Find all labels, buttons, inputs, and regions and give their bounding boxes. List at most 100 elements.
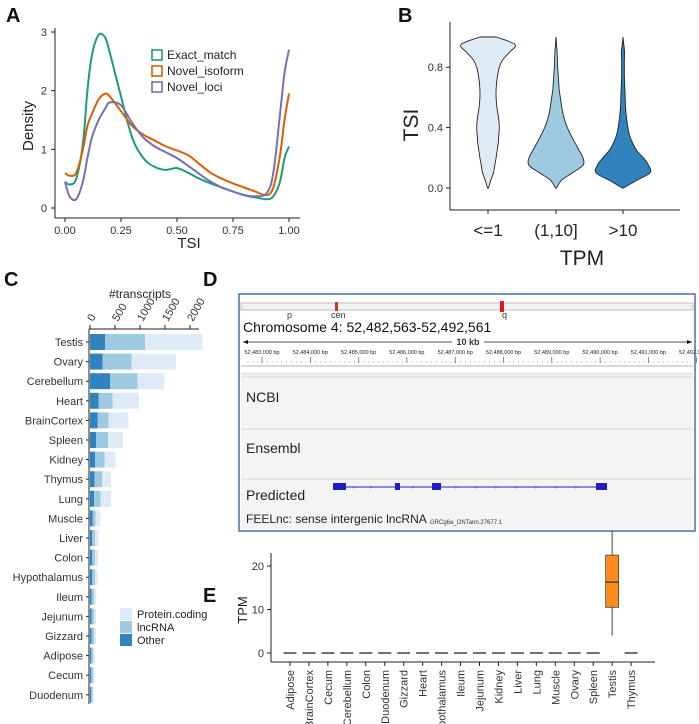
violin-y-tick-label: 0.4 — [428, 123, 443, 135]
bar-category-label: Kidney — [49, 455, 83, 467]
gene-exon-1 — [333, 483, 346, 490]
current-region-marker — [500, 301, 504, 312]
boxplot-box — [605, 554, 620, 608]
violin-2 — [527, 36, 585, 189]
gene-exon-4 — [596, 483, 607, 490]
bar-segment-protein-coding — [92, 686, 94, 703]
legend-label-exact-match: Exact_match — [167, 48, 236, 62]
bar-category-label: Jejunum — [41, 611, 83, 623]
bar-legend-swatch-other — [120, 634, 132, 646]
bar-segment-protein-coding — [95, 569, 98, 586]
boxplot-category-label: Ileum — [456, 670, 468, 697]
bar-segment-lncrna — [105, 334, 145, 350]
bar-segment-other — [90, 667, 92, 684]
bar-segment-other — [90, 588, 92, 605]
ruler-tick-label: 52,492,000 bp — [679, 350, 699, 356]
ruler-tick-label: 52,486,000 bp — [389, 350, 424, 356]
bar-segment-protein-coding — [95, 549, 98, 566]
bar-category-label: Thymus — [44, 474, 84, 486]
bar-category-label: Lung — [59, 494, 83, 506]
bar-segment-other — [90, 686, 91, 703]
bar-x-tick-label: 500 — [110, 302, 130, 324]
bar-category-label: Duodenum — [29, 690, 83, 702]
violin-category-label: >10 — [609, 221, 638, 240]
strand-arrow-9: › — [555, 485, 557, 491]
chromosome-ideogram[interactable] — [240, 302, 694, 311]
legend-swatch-exact-match — [151, 49, 163, 61]
track-label-ncbi: NCBI — [246, 389, 279, 405]
boxplot-category-label: Muscle — [550, 670, 562, 705]
scale-label-bg — [452, 337, 484, 346]
bar-segment-lncrna — [91, 628, 94, 644]
legend-swatch-novel-isoform — [151, 65, 163, 77]
scale-bar-left-arrow — [243, 340, 248, 344]
density-line-exact-match — [64, 32, 290, 201]
bar-segment-lncrna — [91, 686, 93, 703]
bar-category-label: Gizzard — [45, 631, 83, 643]
ruler-tick-label: 52,487,000 bp — [438, 350, 473, 356]
boxplot-category-label: Thymus — [626, 670, 638, 710]
ruler-tick-label: 52,485,000 bp — [341, 350, 376, 356]
bar-segment-protein-coding — [108, 412, 129, 429]
bar-segment-lncrna — [91, 588, 94, 605]
bar-segment-lncrna — [110, 373, 138, 390]
ruler-tick-label: 52,484,000 bp — [293, 350, 328, 356]
bar-category-label: Ileum — [56, 592, 83, 604]
panel-label-b: B — [398, 5, 412, 27]
bar-segment-protein-coding — [94, 588, 97, 605]
bar-segment-protein-coding — [94, 608, 96, 625]
violin-y-tick-label: 0.0 — [428, 183, 443, 195]
boxplot-y-tick-label: 10 — [252, 605, 264, 617]
boxplot-category-label: BrainCortex — [304, 670, 316, 724]
bar-segment-lncrna — [91, 667, 94, 684]
panel-label-d: D — [203, 269, 217, 291]
legend-label-novel-loci: Novel_loci — [167, 80, 222, 94]
density-x-tick-label: 0.75 — [222, 225, 243, 237]
ruler-tick-label: 52,490,000 bp — [583, 350, 618, 356]
bar-segment-lncrna — [91, 608, 94, 625]
bar-segment-lncrna — [92, 549, 95, 566]
ruler-tick-label: 52,488,000 bp — [486, 350, 521, 356]
density-x-label: TSI — [177, 235, 200, 252]
bar-segment-lncrna — [94, 471, 102, 488]
bar-legend-label-protein-coding: Protein.coding — [137, 609, 207, 621]
strand-arrow-10: › — [575, 485, 577, 491]
scale-label: 10 kb — [456, 337, 480, 347]
bar-segment-protein-coding — [108, 432, 123, 448]
bar-x-tick-label: 2000 — [185, 296, 208, 323]
bar-segment-other — [90, 647, 92, 664]
density-y-tick-label: 1 — [41, 144, 47, 156]
density-x-tick-label: 0.00 — [54, 225, 75, 237]
boxplot-category-label: Gizzard — [399, 670, 411, 708]
bar-segment-protein-coding — [93, 667, 95, 684]
bar-segment-other — [90, 608, 92, 625]
bar-segment-other — [90, 392, 99, 409]
boxplot-category-label: Jejunum — [475, 670, 487, 712]
bar-segment-protein-coding — [94, 628, 96, 644]
bar-legend-label-lncrna: lncRNA — [137, 622, 175, 634]
bar-category-label: Cecum — [48, 670, 83, 682]
violin-y-label: TSI — [400, 109, 423, 142]
violin-y-tick-label: 0.8 — [428, 62, 443, 74]
panel-label-c: C — [4, 269, 18, 291]
centromere-marker — [335, 302, 338, 311]
feature-caption: FEELnc: sense intergenic lncRNA — [246, 512, 427, 526]
bar-category-label: Hypothalamus — [13, 572, 84, 584]
bar-segment-protein-coding — [112, 392, 139, 409]
density-y-tick-label: 2 — [41, 86, 47, 98]
density-line-novel-loci — [64, 49, 290, 202]
boxplot-category-label: Testis — [607, 670, 619, 699]
bar-category-label: Colon — [54, 553, 83, 565]
gene-model[interactable]: › › › › › › › › › › — [333, 483, 607, 491]
strand-arrow-6: › — [495, 485, 497, 491]
boxplot-category-label: Liver — [512, 670, 524, 694]
bar-segment-protein-coding — [100, 490, 111, 507]
gene-exon-3 — [432, 483, 441, 490]
bar-legend-swatch-protein-coding — [120, 608, 132, 620]
density-x-tick-label: 1.00 — [278, 225, 299, 237]
bar-legend-label-other: Other — [137, 635, 165, 647]
strand-arrow-4: › — [455, 485, 457, 491]
bar-segment-lncrna — [96, 432, 108, 448]
